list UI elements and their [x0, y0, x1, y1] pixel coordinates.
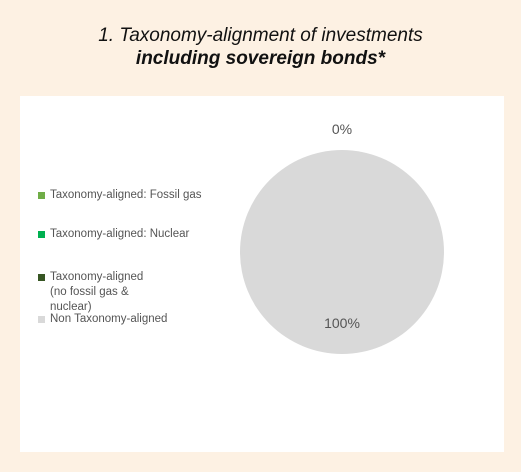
chart-title: 1. Taxonomy-alignment of investments inc…	[0, 24, 521, 70]
legend-label-non-aligned: Non Taxonomy-aligned	[50, 313, 168, 325]
legend-label-nuclear: Taxonomy-aligned: Nuclear	[50, 228, 190, 240]
legend-item-no-fossil-gas-nuclear: Taxonomy-aligned (no fossil gas & nuclea…	[38, 270, 158, 315]
chart-title-line-2: including sovereign bonds*	[135, 48, 386, 69]
legend-label-no-fossil-gas-nuclear: Taxonomy-aligned (no fossil gas & nuclea…	[50, 271, 144, 313]
legend-item-nuclear: Taxonomy-aligned: Nuclear	[38, 227, 248, 242]
chart-panel: Taxonomy-aligned: Fossil gas Taxonomy-al…	[20, 96, 504, 452]
legend-item-non-aligned: Non Taxonomy-aligned	[38, 312, 248, 327]
legend-swatch-non-aligned	[38, 316, 45, 323]
pie-slice-non-taxonomy-aligned	[240, 150, 444, 354]
data-label-100pct: 100%	[324, 315, 360, 331]
legend-item-fossil-gas: Taxonomy-aligned: Fossil gas	[38, 188, 248, 203]
legend-swatch-nuclear	[38, 231, 45, 238]
chart-title-line-1: 1. Taxonomy-alignment of investments	[98, 25, 423, 46]
legend-swatch-no-fossil-gas-nuclear	[38, 274, 45, 281]
legend-swatch-fossil-gas	[38, 192, 45, 199]
data-label-0pct: 0%	[332, 121, 352, 137]
legend-label-fossil-gas: Taxonomy-aligned: Fossil gas	[50, 189, 202, 201]
pie-chart: 0% 100%	[240, 121, 444, 354]
